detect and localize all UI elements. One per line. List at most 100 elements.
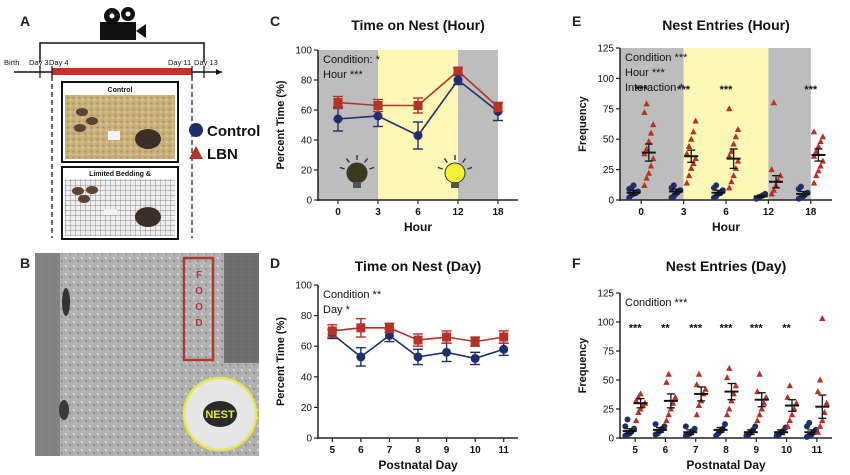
scatter-point-lbn	[685, 142, 693, 149]
scatter-point-lbn	[815, 167, 822, 174]
x-tick-label: 6	[415, 207, 421, 218]
scatter-point-lbn	[690, 128, 697, 135]
scatter-point-lbn	[650, 155, 657, 162]
x-tick-label: 18	[805, 207, 817, 218]
data-point-control	[373, 111, 383, 121]
x-tick-label: 10	[470, 445, 482, 456]
panel-letter-b: B	[20, 255, 30, 271]
x-tick-label: 12	[452, 207, 464, 218]
panel-letter-a: A	[20, 13, 30, 29]
significance-marker: ***	[629, 322, 643, 334]
x-tick-label: 18	[492, 207, 504, 218]
scatter-point-lbn	[726, 152, 733, 159]
data-point-lbn	[499, 332, 509, 342]
chart-title: Nest Entries (Hour)	[662, 17, 790, 33]
scatter-point-lbn	[685, 172, 693, 179]
scatter-point-lbn	[813, 172, 820, 179]
data-point-lbn	[493, 102, 503, 112]
data-point-control	[413, 352, 423, 362]
panel-b: B F O O D NEST	[20, 253, 259, 456]
panel-letter-f: F	[572, 255, 581, 271]
scatter-point-lbn	[819, 315, 826, 322]
y-tick-label: 60	[301, 106, 313, 117]
scatter-point-lbn	[786, 417, 794, 424]
scatter-point-lbn	[756, 411, 763, 418]
scatter-point-lbn	[762, 393, 770, 400]
scatter-point-lbn	[758, 405, 765, 412]
panel-letter-e: E	[572, 13, 581, 29]
scatter-point-lbn	[810, 128, 818, 135]
control-cage-image	[61, 81, 179, 163]
y-axis-label: Frequency	[577, 95, 589, 152]
x-tick-label: 7	[387, 445, 393, 456]
significance-marker: **	[661, 322, 670, 334]
data-point-lbn	[413, 101, 423, 110]
band-gray-2	[768, 48, 811, 200]
scatter-point-lbn	[635, 408, 642, 415]
scatter-point-lbn	[688, 135, 695, 142]
scatter-point-lbn	[665, 370, 672, 377]
scatter-point-lbn	[730, 140, 737, 147]
significance-marker: ***	[677, 84, 691, 96]
x-tick-label: 8	[415, 445, 421, 456]
scatter-point-lbn	[641, 108, 648, 115]
data-point-lbn	[453, 66, 463, 76]
scatter-point-lbn	[726, 105, 733, 112]
scatter-point-control	[630, 182, 637, 189]
band-yellow-1	[683, 48, 769, 200]
nest-label: NEST	[205, 409, 235, 421]
data-point-lbn	[442, 332, 452, 342]
scatter-point-control	[806, 419, 813, 426]
legend-lbn-marker	[189, 146, 203, 159]
chart-title: Time on Nest (Day)	[355, 258, 482, 274]
y-tick-label: 40	[301, 372, 313, 383]
timeline-bracket	[39, 42, 205, 62]
significance-marker: ***	[720, 322, 734, 334]
chart-title: Nest Entries (Day)	[666, 258, 787, 274]
y-tick-label: 50	[603, 376, 615, 387]
scatter-point-lbn	[641, 181, 648, 188]
lbn-cage-image	[61, 166, 179, 240]
y-tick-label: 0	[306, 196, 312, 207]
scatter-point-lbn	[672, 393, 679, 400]
data-point-lbn	[413, 335, 423, 345]
scatter-point-lbn	[770, 99, 778, 106]
y-tick-label: 50	[603, 135, 615, 146]
timeline-label-day3: Day 3	[29, 58, 49, 67]
y-tick-label: 25	[603, 405, 615, 416]
scatter-point-lbn	[817, 162, 824, 169]
legend: Control LBN	[189, 123, 260, 163]
scatter-point-lbn	[693, 411, 700, 418]
scatter-point-lbn	[683, 179, 691, 186]
food-letter-d: D	[195, 318, 202, 329]
scatter-point-control	[691, 425, 698, 432]
bulb-off-icon	[339, 155, 375, 188]
scatter-point-lbn	[695, 370, 703, 377]
y-tick-label: 75	[603, 347, 615, 358]
significance-marker: **	[782, 322, 791, 334]
bulb-on-icon	[437, 155, 473, 188]
timeline-label-day11: Day 11	[168, 58, 191, 67]
y-tick-label: 0	[608, 196, 614, 207]
x-tick-label: 0	[638, 207, 644, 218]
chart-title: Time on Nest (Hour)	[351, 17, 485, 33]
legend-control-label: Control	[207, 123, 260, 140]
scatter-point-lbn	[665, 411, 672, 418]
data-point-control	[470, 353, 480, 363]
x-tick-label: 12	[763, 207, 775, 218]
x-tick-label: 11	[498, 445, 509, 456]
scatter-point-lbn	[793, 399, 800, 406]
panel-a: A Birth Day 3 Day 4 Day 11 Day 13	[4, 7, 260, 240]
scatter-point-lbn	[726, 184, 733, 191]
scatter-point-lbn	[732, 382, 740, 389]
scatter-point-lbn	[819, 157, 827, 164]
x-tick-label: 3	[375, 207, 381, 218]
x-tick-label: 6	[663, 445, 669, 456]
data-point-control	[384, 330, 394, 340]
scatter-point-control	[682, 423, 689, 430]
scatter-point-control	[721, 421, 728, 428]
scatter-point-lbn	[819, 133, 827, 140]
y-tick-label: 60	[301, 342, 313, 353]
x-axis-label: Hour	[712, 220, 740, 234]
scatter-point-control	[624, 416, 631, 423]
